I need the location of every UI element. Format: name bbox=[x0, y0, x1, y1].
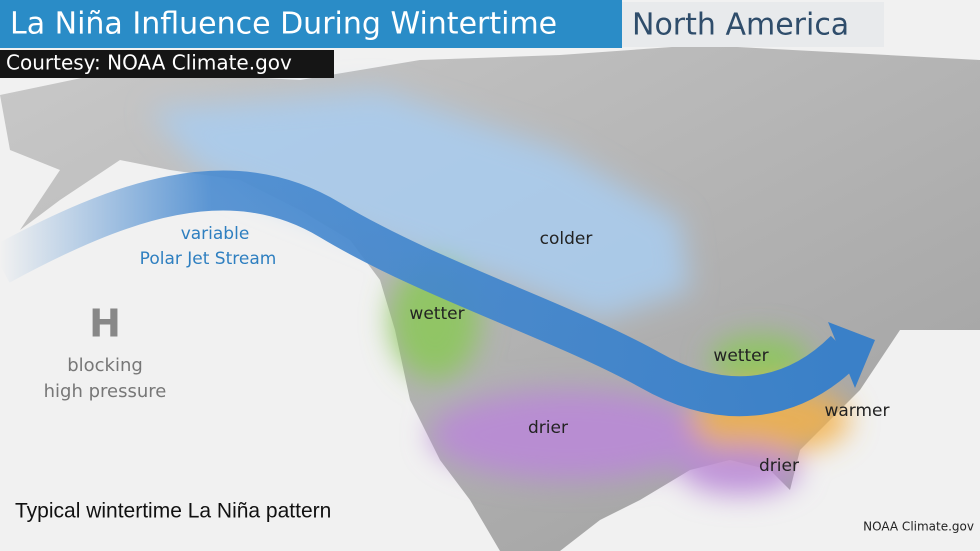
region-label: wetter bbox=[409, 304, 464, 324]
credit: NOAA Climate.gov bbox=[863, 520, 974, 534]
region-label: warmer bbox=[824, 401, 889, 421]
region-band bbox=[622, 2, 884, 47]
courtesy-band bbox=[0, 50, 334, 78]
high-symbol: H bbox=[89, 302, 121, 346]
jet-label: Polar Jet Stream bbox=[140, 249, 277, 269]
region: North America bbox=[632, 8, 849, 43]
region-label: drier bbox=[759, 456, 799, 476]
title-band bbox=[0, 0, 622, 48]
caption: Typical wintertime La Niña pattern bbox=[15, 500, 331, 523]
drier-west-zone bbox=[430, 390, 710, 480]
drier-east-zone bbox=[680, 445, 800, 495]
jet-stream bbox=[0, 170, 860, 417]
region-label: drier bbox=[528, 418, 568, 438]
high-label: blocking bbox=[67, 355, 143, 376]
climate-zones bbox=[150, 90, 850, 495]
region-label: wetter bbox=[713, 346, 768, 366]
title: La Niña Influence During Wintertime bbox=[10, 7, 557, 42]
jet-label: variable bbox=[181, 224, 250, 244]
courtesy: Courtesy: NOAA Climate.gov bbox=[6, 51, 292, 75]
jet-arrowhead bbox=[828, 322, 875, 388]
high-label: high pressure bbox=[44, 381, 167, 402]
colder-zone bbox=[150, 90, 690, 320]
region-label: colder bbox=[540, 229, 593, 249]
